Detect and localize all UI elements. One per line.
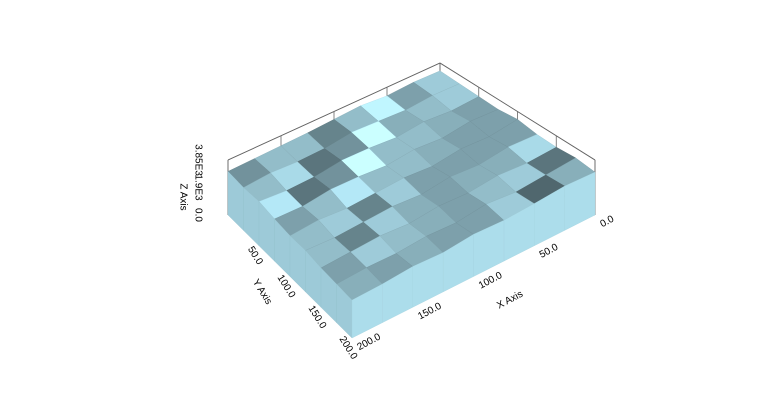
x-axis-label: X Axis bbox=[495, 289, 525, 312]
side-wall bbox=[351, 283, 383, 339]
surface bbox=[227, 70, 596, 339]
x-tick-label: 150.0 bbox=[416, 301, 444, 323]
z-grid-line bbox=[439, 62, 596, 161]
x-tick-label: 50.0 bbox=[538, 242, 561, 261]
x-tick-label: 200.0 bbox=[355, 331, 383, 353]
z-grid-line bbox=[227, 62, 441, 161]
z-axis-label: Z Axis bbox=[177, 183, 188, 210]
y-axis-label: Y Axis bbox=[250, 277, 274, 306]
z-tick-label: 1.9E3 bbox=[192, 174, 203, 201]
x-tick-label: 0.0 bbox=[598, 214, 616, 230]
z-tick-label: 0.0 bbox=[192, 208, 203, 222]
y-tick-label: 200.0 bbox=[337, 335, 360, 362]
z-tick-label: 3.85E3 bbox=[192, 144, 203, 176]
x-tick-label: 100.0 bbox=[477, 270, 505, 292]
